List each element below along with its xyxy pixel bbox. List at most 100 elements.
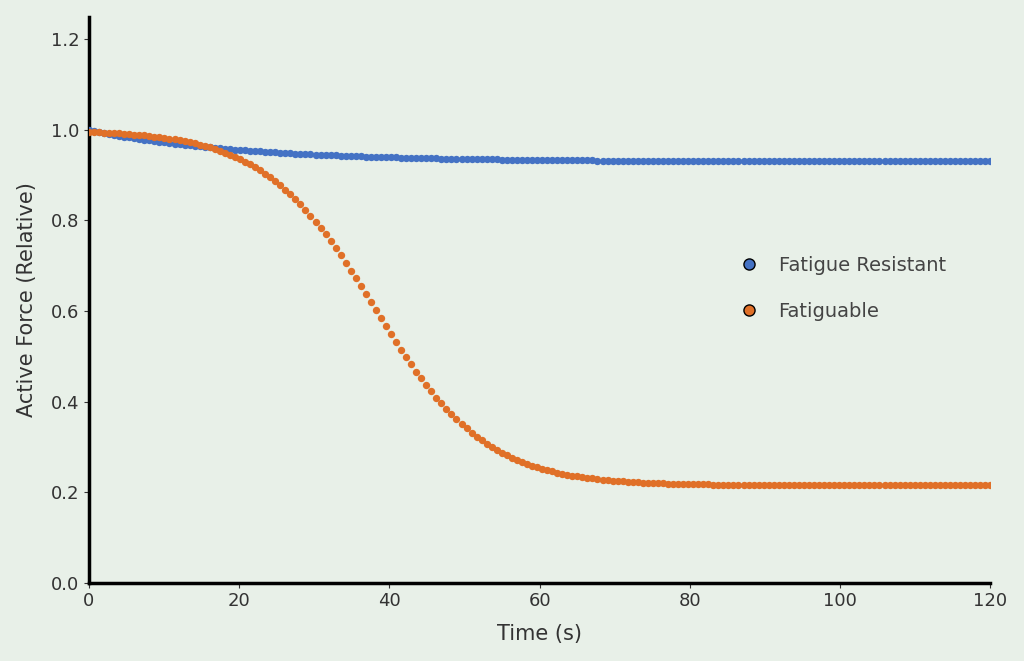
Point xyxy=(766,480,782,490)
Point xyxy=(877,156,893,167)
Point xyxy=(831,480,848,490)
Point xyxy=(756,480,772,490)
X-axis label: Time (s): Time (s) xyxy=(497,625,582,644)
Point xyxy=(478,438,495,449)
Point xyxy=(413,373,429,383)
Point xyxy=(161,134,177,144)
Point xyxy=(730,156,746,167)
Point xyxy=(952,480,969,490)
Point xyxy=(977,156,993,167)
Point xyxy=(866,480,883,490)
Point xyxy=(197,141,213,151)
Point xyxy=(711,479,727,490)
Point xyxy=(438,153,455,164)
Point xyxy=(706,479,722,490)
Point xyxy=(775,480,792,490)
Point xyxy=(157,133,173,143)
Point xyxy=(956,480,973,490)
Point xyxy=(911,480,928,490)
Point xyxy=(307,149,324,160)
Point xyxy=(524,155,541,165)
Point xyxy=(443,153,460,164)
Point xyxy=(423,153,439,164)
Point xyxy=(212,145,228,156)
Point xyxy=(105,130,122,140)
Point xyxy=(267,147,284,158)
Point xyxy=(398,153,415,163)
Point xyxy=(302,210,318,221)
Point xyxy=(121,129,137,139)
Point xyxy=(775,156,792,167)
Point xyxy=(141,131,158,141)
Point xyxy=(217,147,233,158)
Point xyxy=(564,155,581,166)
Point xyxy=(368,305,384,315)
Point xyxy=(585,473,601,484)
Point xyxy=(222,144,239,155)
Point xyxy=(650,478,667,488)
Point xyxy=(896,156,912,167)
Point xyxy=(449,414,465,424)
Point xyxy=(161,137,177,148)
Point xyxy=(257,169,273,179)
Point xyxy=(594,475,610,485)
Point xyxy=(942,480,958,490)
Point xyxy=(791,480,807,490)
Point xyxy=(433,398,450,408)
Point xyxy=(438,404,455,414)
Point xyxy=(347,151,364,161)
Point xyxy=(237,145,253,155)
Point xyxy=(278,147,294,158)
Point xyxy=(231,154,248,165)
Point xyxy=(226,151,243,162)
Point xyxy=(967,480,983,490)
Point xyxy=(574,472,591,483)
Point xyxy=(272,147,289,158)
Point xyxy=(816,156,833,167)
Point xyxy=(509,155,525,165)
Point xyxy=(892,156,908,167)
Point xyxy=(695,156,712,167)
Point xyxy=(569,155,586,166)
Point xyxy=(528,462,545,473)
Point xyxy=(191,141,208,152)
Point xyxy=(176,139,193,150)
Point xyxy=(771,156,787,167)
Point xyxy=(237,156,253,167)
Point xyxy=(126,130,142,140)
Point xyxy=(771,480,787,490)
Point xyxy=(519,459,536,469)
Point xyxy=(403,359,420,369)
Point xyxy=(504,452,520,463)
Point xyxy=(494,154,510,165)
Point xyxy=(509,455,525,465)
Point xyxy=(116,132,132,142)
Point xyxy=(328,150,344,161)
Point xyxy=(176,136,193,147)
Point xyxy=(720,156,736,167)
Point xyxy=(700,479,717,490)
Point xyxy=(801,480,817,490)
Point xyxy=(695,479,712,490)
Point xyxy=(247,146,263,157)
Y-axis label: Active Force (Relative): Active Force (Relative) xyxy=(16,182,37,417)
Point xyxy=(373,152,389,163)
Point xyxy=(625,477,641,487)
Point xyxy=(700,156,717,167)
Point xyxy=(81,127,97,137)
Point xyxy=(338,258,354,268)
Point xyxy=(740,480,757,490)
Point xyxy=(317,150,334,161)
Point xyxy=(212,143,228,153)
Point xyxy=(811,480,827,490)
Point xyxy=(680,156,696,167)
Point xyxy=(635,155,651,166)
Point xyxy=(146,136,163,146)
Point xyxy=(861,480,878,490)
Point xyxy=(735,480,752,490)
Point xyxy=(745,480,762,490)
Point xyxy=(604,475,621,486)
Point xyxy=(488,154,505,165)
Point xyxy=(152,136,168,147)
Point xyxy=(141,135,158,145)
